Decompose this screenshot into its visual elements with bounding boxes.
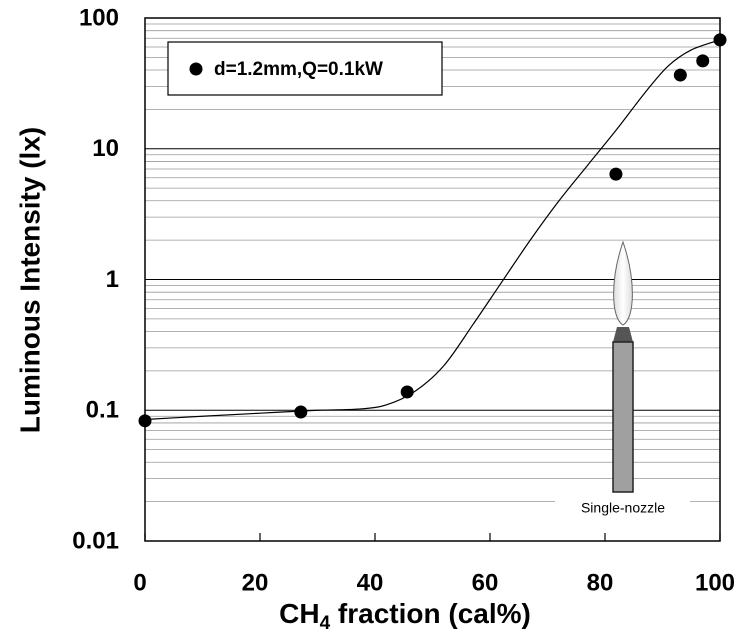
legend: [167, 41, 443, 96]
nozzle-tip: [613, 327, 633, 342]
x-tick-label: 80: [587, 569, 614, 596]
y-axis-label: Luminous Intensity (lx): [14, 127, 45, 433]
y-tick-label: 100: [79, 4, 119, 31]
x-tick-label: 40: [357, 569, 384, 596]
data-point: [696, 54, 710, 68]
y-tick-label: 0.1: [86, 397, 119, 424]
y-tick-label: 1: [106, 266, 119, 293]
x-tick-label: 0: [133, 569, 146, 596]
data-point: [400, 385, 414, 399]
nozzle: [612, 341, 634, 493]
legend-marker: [189, 62, 203, 76]
legend-label: d=1.2mm,Q=0.1kW: [214, 59, 383, 80]
data-point: [673, 68, 687, 82]
data-point: [713, 33, 727, 47]
fit-curve: [144, 39, 721, 421]
y-tick-label: 0.01: [72, 527, 119, 554]
x-tick-label: 60: [472, 569, 499, 596]
x-tick-label: 20: [242, 569, 269, 596]
annotation-bg: [555, 496, 690, 522]
flame: [613, 240, 633, 326]
annotation: Single-nozzle: [581, 500, 665, 516]
nozzle-illustration: Single-nozzle: [555, 240, 690, 522]
data-point: [294, 405, 308, 419]
y-tick-label: 10: [92, 135, 119, 162]
plot-frame: [144, 17, 721, 542]
data-point: [609, 167, 623, 181]
x-axis-label: CH4 fraction (cal%): [279, 598, 531, 634]
x-tick-label: 100: [695, 569, 735, 596]
data-point: [138, 414, 152, 428]
